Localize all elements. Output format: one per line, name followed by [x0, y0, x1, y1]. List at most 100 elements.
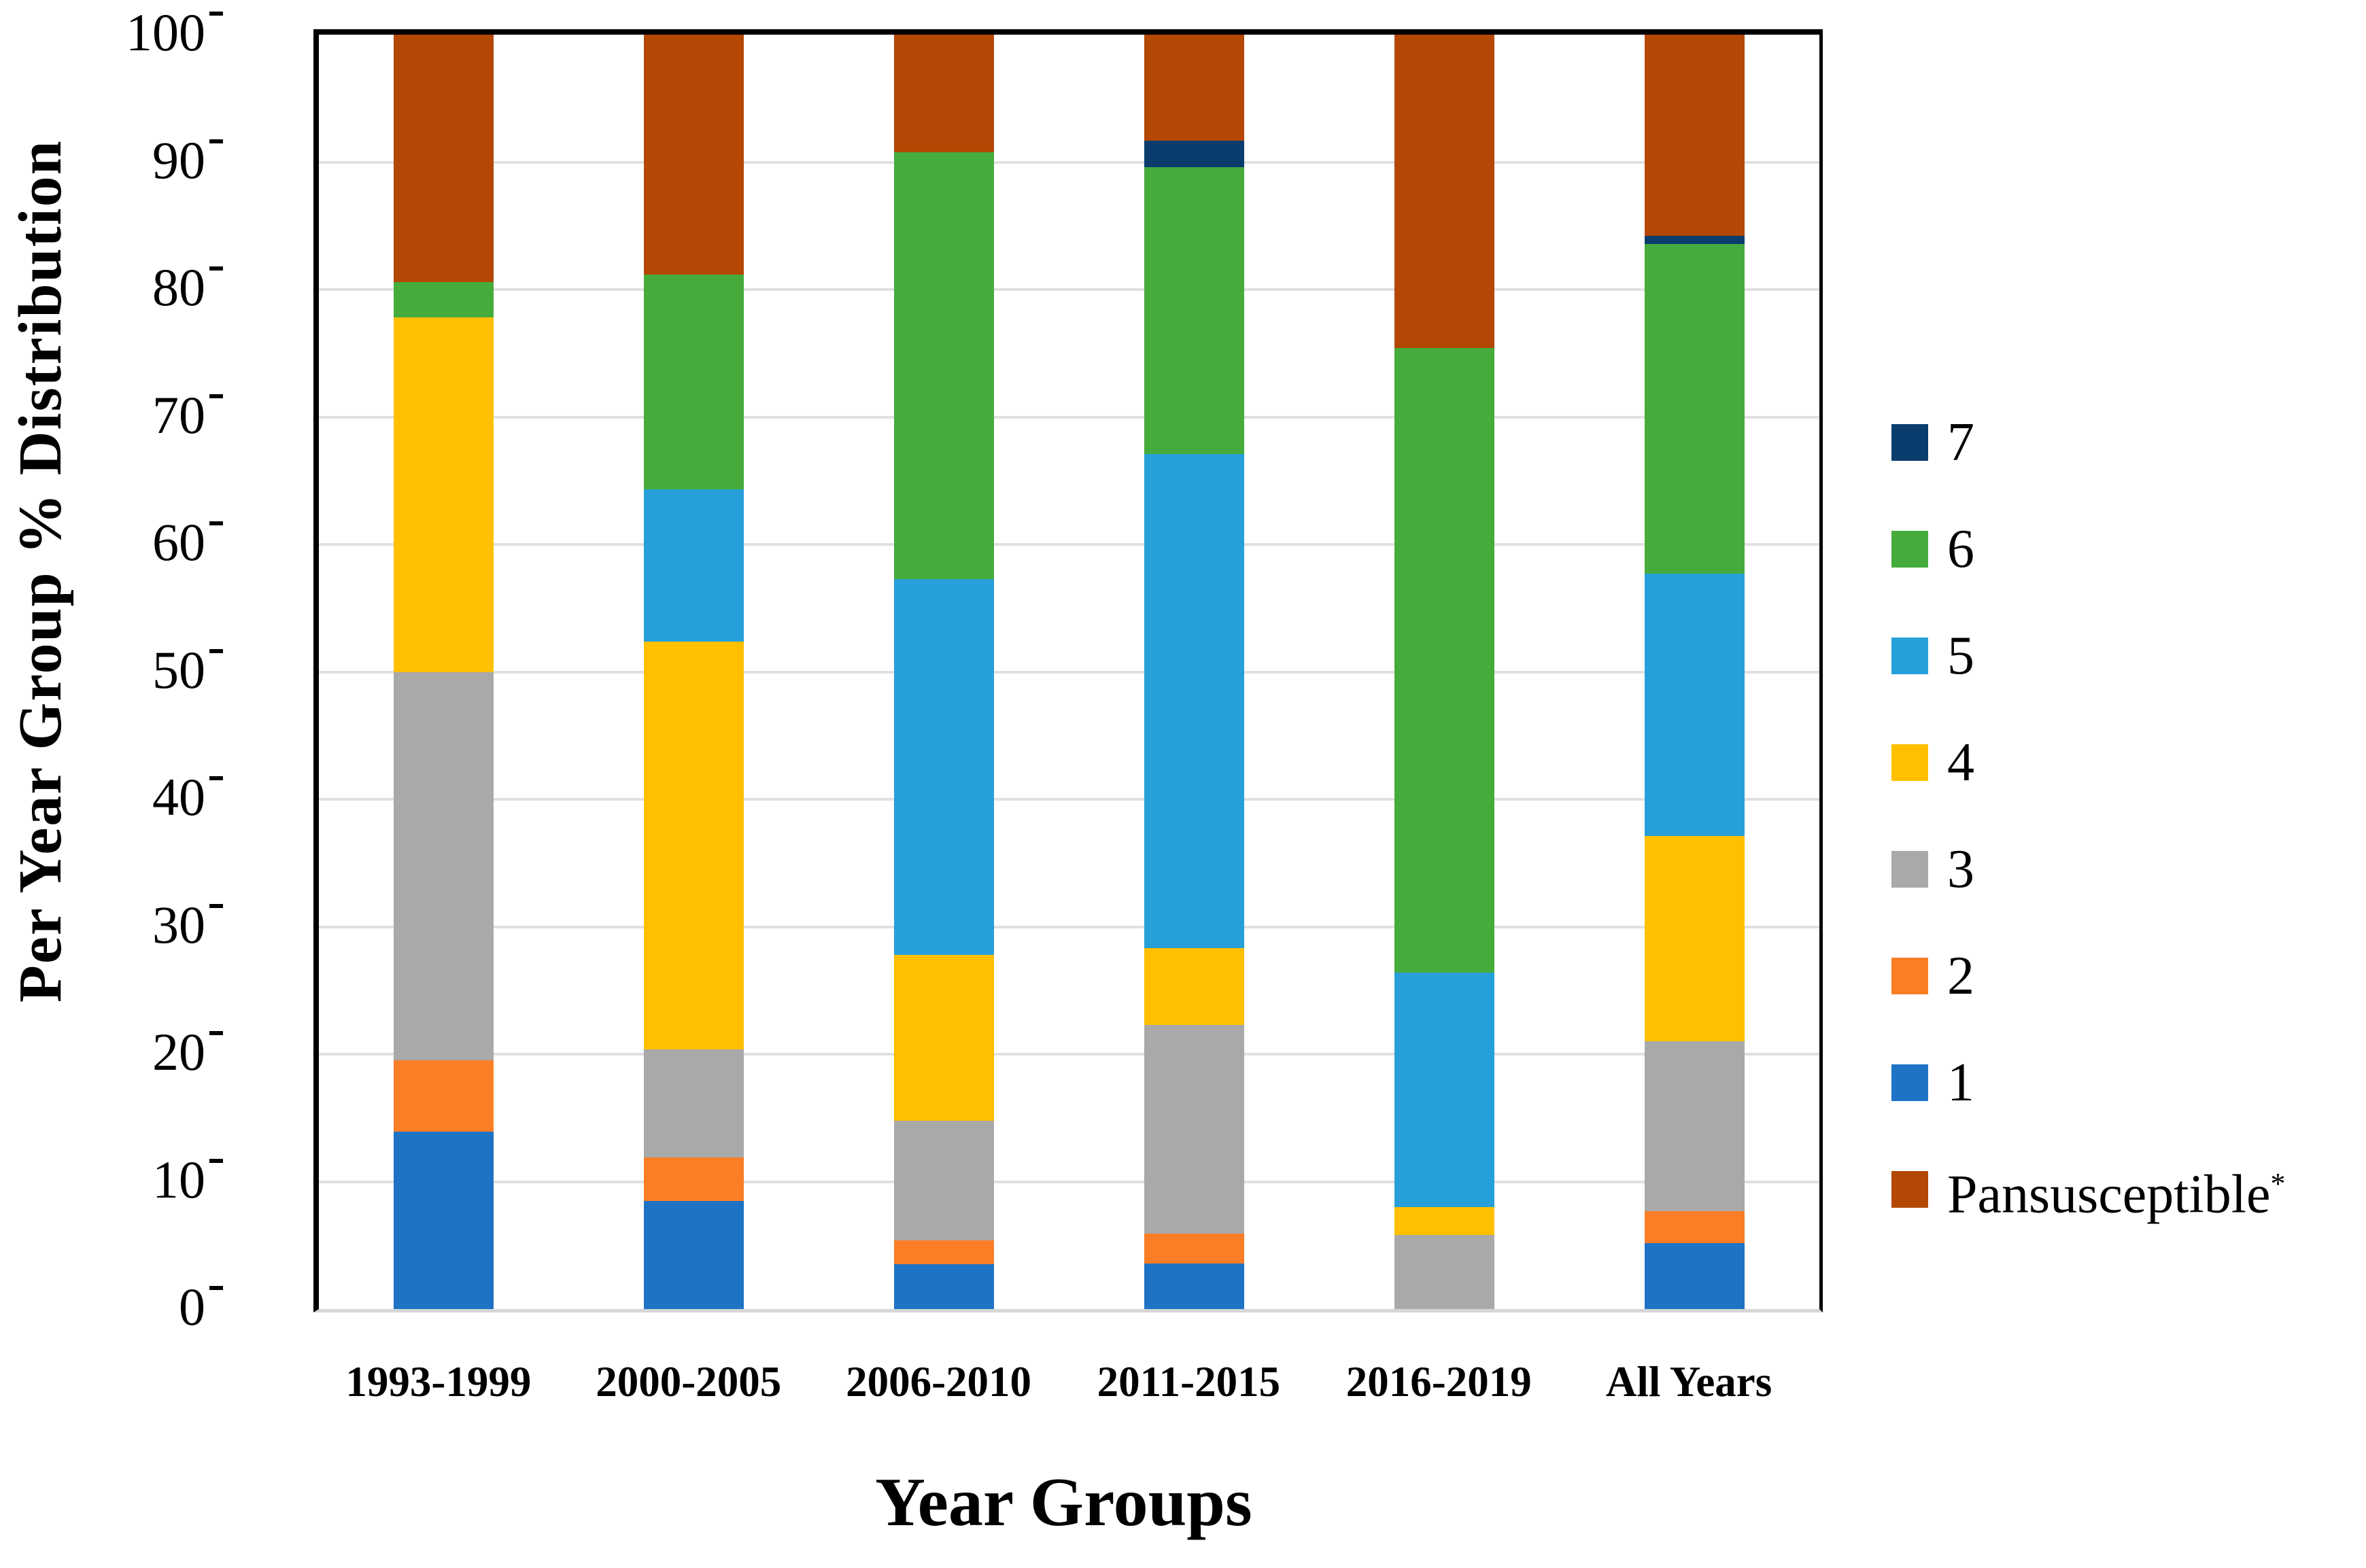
y-tick-mark — [209, 521, 223, 525]
segment-4-1993-1999 — [394, 317, 494, 672]
y-tick-mark — [209, 776, 223, 780]
gridline — [319, 1180, 1819, 1183]
segment-2-2011-2015 — [1144, 1234, 1244, 1264]
gridline — [319, 288, 1819, 291]
segment-4-2011-2015 — [1144, 948, 1244, 1025]
legend-item-4: 4 — [1891, 709, 2285, 816]
bar-1993-1999 — [394, 35, 494, 1309]
segment-3-all-years — [1644, 1041, 1745, 1211]
segment-7-all-years — [1644, 236, 1745, 244]
legend: 7 6 5 4 3 2 1 Pansusceptible* — [1891, 389, 2285, 1242]
legend-label: Pansusceptible* — [1947, 1164, 2286, 1225]
x-category-label: 1993-1999 — [345, 1358, 532, 1406]
y-tick-mark — [209, 1158, 223, 1163]
gridline — [319, 670, 1819, 674]
y-tick-label: 70 — [152, 385, 205, 445]
y-tick-label: 50 — [152, 640, 205, 699]
legend-item-7: 7 — [1891, 389, 2285, 495]
legend-label: 5 — [1947, 625, 1974, 686]
y-tick-mark — [209, 266, 223, 271]
legend-swatch-icon — [1891, 957, 1928, 994]
segment-5-2011-2015 — [1144, 453, 1244, 949]
segment-6-all-years — [1644, 243, 1745, 574]
plot-area — [313, 29, 1823, 1312]
y-tick-mark — [209, 903, 223, 908]
gridline — [319, 160, 1819, 164]
x-category-label: 2000-2005 — [596, 1358, 782, 1406]
y-tick-mark — [209, 139, 223, 143]
y-tick-label: 30 — [152, 894, 205, 954]
segment-pansusceptible-2011-2015 — [1144, 35, 1244, 141]
legend-swatch-icon — [1891, 744, 1928, 781]
legend-label: 7 — [1947, 412, 1974, 472]
segment-3-2011-2015 — [1144, 1024, 1244, 1234]
legend-swatch-icon — [1891, 423, 1928, 461]
bar-all-years — [1644, 35, 1745, 1309]
segment-6-2011-2015 — [1144, 167, 1244, 454]
y-tick-label: 10 — [152, 1149, 205, 1209]
segment-5-2006-2010 — [894, 578, 995, 955]
legend-label: 4 — [1947, 732, 1974, 792]
y-tick-label: 20 — [152, 1022, 205, 1081]
y-tick-label: 40 — [152, 767, 205, 826]
legend-swatch-icon — [1891, 530, 1928, 568]
legend-item-3: 3 — [1891, 816, 2285, 922]
legend-item-6: 6 — [1891, 495, 2285, 602]
y-tick-mark — [209, 394, 223, 398]
y-tick-mark — [209, 1031, 223, 1035]
segment-2-2006-2010 — [894, 1240, 995, 1265]
segment-4-2016-2019 — [1394, 1207, 1494, 1236]
y-tick-label: 90 — [152, 130, 205, 190]
segment-2-all-years — [1644, 1210, 1745, 1243]
y-tick-label: 0 — [179, 1277, 205, 1336]
segment-pansusceptible-2006-2010 — [894, 35, 995, 152]
bar-2016-2019 — [1394, 35, 1494, 1309]
asterisk-superscript: * — [2270, 1166, 2286, 1200]
segment-6-2016-2019 — [1394, 348, 1494, 973]
segment-pansusceptible-2000-2005 — [644, 35, 744, 275]
segment-6-2000-2005 — [644, 274, 744, 490]
y-tick-label: 100 — [126, 3, 205, 62]
segment-3-2016-2019 — [1394, 1235, 1494, 1309]
legend-swatch-icon — [1891, 1064, 1928, 1101]
gridline — [319, 798, 1819, 801]
segment-5-all-years — [1644, 574, 1745, 837]
legend-label: 1 — [1947, 1052, 1974, 1113]
gridline — [319, 925, 1819, 928]
bar-2006-2010 — [894, 35, 995, 1309]
legend-label: 2 — [1947, 945, 1974, 1006]
legend-item-pansusceptible: Pansusceptible* — [1891, 1136, 2285, 1242]
x-axis-title: Year Groups — [875, 1464, 1252, 1541]
y-tick-label: 60 — [152, 512, 205, 572]
gridline — [319, 1053, 1819, 1056]
segment-4-2006-2010 — [894, 954, 995, 1121]
x-category-label: 2016-2019 — [1345, 1358, 1532, 1406]
y-tick-label: 80 — [152, 258, 205, 317]
legend-swatch-icon — [1891, 850, 1928, 888]
legend-label: 6 — [1947, 519, 1974, 579]
x-category-label: 2011-2015 — [1097, 1358, 1281, 1406]
segment-2-2000-2005 — [644, 1157, 744, 1201]
gridline — [319, 415, 1819, 419]
y-tick-mark — [209, 12, 223, 16]
segment-3-2000-2005 — [644, 1049, 744, 1157]
segment-2-1993-1999 — [394, 1060, 494, 1132]
segment-pansusceptible-1993-1999 — [394, 35, 494, 282]
y-tick-mark — [209, 1286, 223, 1290]
segment-1-2006-2010 — [894, 1264, 995, 1309]
segment-4-all-years — [1644, 836, 1745, 1042]
legend-item-2: 2 — [1891, 922, 2285, 1029]
segment-6-1993-1999 — [394, 281, 494, 318]
x-category-label: 2006-2010 — [846, 1358, 1032, 1406]
legend-swatch-icon — [1891, 1170, 1928, 1208]
segment-6-2006-2010 — [894, 152, 995, 579]
segment-3-1993-1999 — [394, 672, 494, 1061]
x-category-label: All Years — [1605, 1358, 1772, 1406]
bar-2011-2015 — [1144, 35, 1244, 1309]
y-tick-mark — [209, 648, 223, 653]
segment-1-2011-2015 — [1144, 1263, 1244, 1309]
legend-item-5: 5 — [1891, 602, 2285, 709]
bar-2000-2005 — [644, 35, 744, 1309]
segment-3-2006-2010 — [894, 1120, 995, 1240]
